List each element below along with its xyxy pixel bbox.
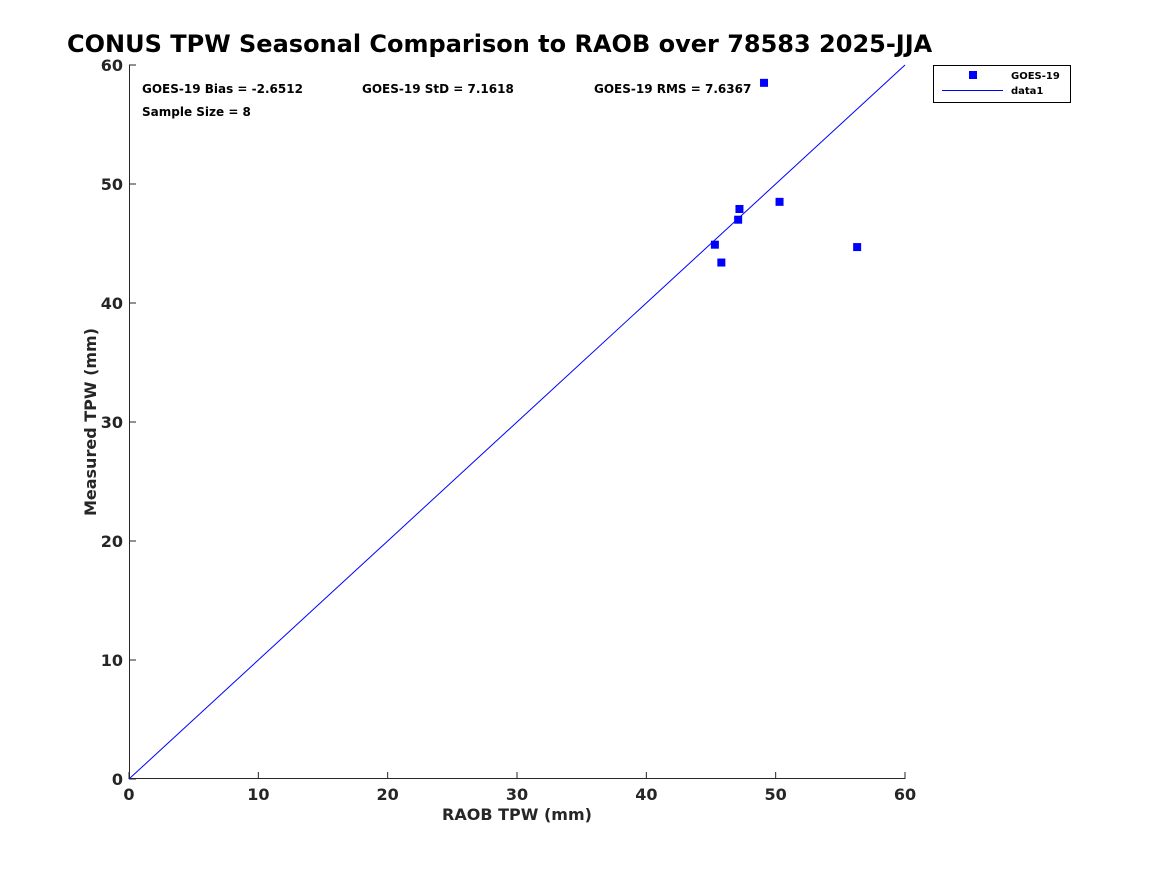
scatter-point bbox=[775, 197, 784, 206]
scatter-point bbox=[710, 240, 719, 249]
y-tick-label: 30 bbox=[101, 413, 123, 432]
legend-marker-goes19 bbox=[969, 71, 977, 79]
scatter-point bbox=[760, 78, 769, 87]
sample-size-annotation: Sample Size = 8 bbox=[142, 105, 251, 119]
y-tick-label: 50 bbox=[101, 175, 123, 194]
legend-label-goes19: GOES-19 bbox=[1011, 71, 1060, 82]
x-tick-label: 40 bbox=[635, 785, 657, 804]
x-tick-label: 10 bbox=[247, 785, 269, 804]
legend-label-data1: data1 bbox=[1011, 86, 1043, 97]
y-axis-label: Measured TPW (mm) bbox=[81, 328, 100, 516]
y-tick-label: 10 bbox=[101, 651, 123, 670]
x-tick-label: 50 bbox=[765, 785, 787, 804]
scatter-point bbox=[717, 258, 726, 267]
std-annotation: GOES-19 StD = 7.1618 bbox=[362, 82, 514, 96]
points-group bbox=[710, 78, 862, 267]
x-tick-label: 60 bbox=[894, 785, 916, 804]
y-tick-label: 60 bbox=[101, 56, 123, 75]
legend: GOES-19 data1 bbox=[933, 65, 1071, 103]
legend-box bbox=[933, 65, 1071, 103]
scatter-point bbox=[853, 243, 862, 252]
series-line-data1 bbox=[128, 64, 906, 780]
rms-annotation: GOES-19 RMS = 7.6367 bbox=[594, 82, 751, 96]
x-tick-label: 20 bbox=[377, 785, 399, 804]
x-axis-label: RAOB TPW (mm) bbox=[442, 805, 592, 824]
ticks-group: 0 10 20 30 40 50 60 0 10 20 30 40 50 60 bbox=[101, 56, 916, 804]
x-tick-label: 0 bbox=[123, 785, 134, 804]
y-tick-label: 20 bbox=[101, 532, 123, 551]
series-line-group bbox=[128, 64, 906, 780]
scatter-point bbox=[734, 215, 743, 224]
y-tick-label: 40 bbox=[101, 294, 123, 313]
scatter-point bbox=[735, 204, 744, 213]
chart-title: CONUS TPW Seasonal Comparison to RAOB ov… bbox=[67, 30, 933, 58]
bias-annotation: GOES-19 Bias = -2.6512 bbox=[142, 82, 303, 96]
x-tick-label: 30 bbox=[506, 785, 528, 804]
y-tick-label: 0 bbox=[112, 770, 123, 789]
